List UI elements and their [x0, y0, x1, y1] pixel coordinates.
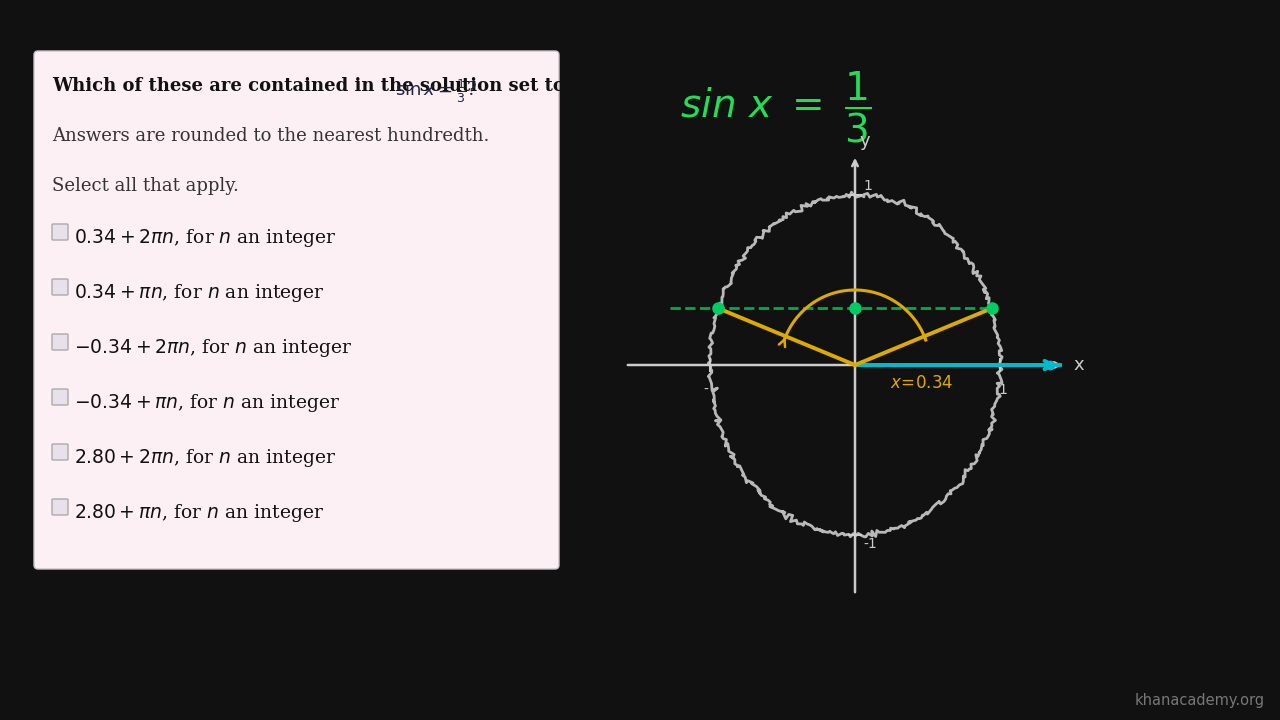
Text: khanacademy.org: khanacademy.org — [1135, 693, 1265, 708]
Text: $-0.34 + \pi n$, for $n$ an integer: $-0.34 + \pi n$, for $n$ an integer — [74, 392, 340, 414]
Text: -1: -1 — [863, 537, 877, 551]
Text: $2.80 + 2\pi n$, for $n$ an integer: $2.80 + 2\pi n$, for $n$ an integer — [74, 447, 337, 469]
Text: $\mathit{sin}\ \mathit{x}\ =\ \dfrac{1}{3}$: $\mathit{sin}\ \mathit{x}\ =\ \dfrac{1}{… — [680, 70, 870, 145]
FancyBboxPatch shape — [52, 444, 68, 460]
Text: y: y — [860, 132, 870, 150]
FancyBboxPatch shape — [52, 389, 68, 405]
Text: 1: 1 — [998, 383, 1007, 397]
FancyBboxPatch shape — [52, 279, 68, 295]
Text: $0.34 + 2\pi n$, for $n$ an integer: $0.34 + 2\pi n$, for $n$ an integer — [74, 227, 337, 249]
Text: 1: 1 — [863, 179, 872, 193]
Text: Which of these are contained in the solution set to: Which of these are contained in the solu… — [52, 77, 571, 95]
FancyBboxPatch shape — [52, 499, 68, 515]
FancyBboxPatch shape — [52, 224, 68, 240]
Text: Answers are rounded to the nearest hundredth.: Answers are rounded to the nearest hundr… — [52, 127, 489, 145]
Text: $-0.34 + 2\pi n$, for $n$ an integer: $-0.34 + 2\pi n$, for $n$ an integer — [74, 337, 352, 359]
Text: $0.34 + \pi n$, for $n$ an integer: $0.34 + \pi n$, for $n$ an integer — [74, 282, 325, 304]
Text: x: x — [1073, 356, 1084, 374]
FancyBboxPatch shape — [35, 51, 559, 569]
Text: $x\!=\!0.34$: $x\!=\!0.34$ — [890, 375, 954, 392]
Text: -: - — [703, 383, 708, 397]
FancyBboxPatch shape — [52, 334, 68, 350]
Text: $2.80 + \pi n$, for $n$ an integer: $2.80 + \pi n$, for $n$ an integer — [74, 502, 324, 524]
Text: Select all that apply.: Select all that apply. — [52, 177, 239, 195]
Text: $\sin x = \frac{1}{3}$?: $\sin x = \frac{1}{3}$? — [396, 77, 477, 105]
